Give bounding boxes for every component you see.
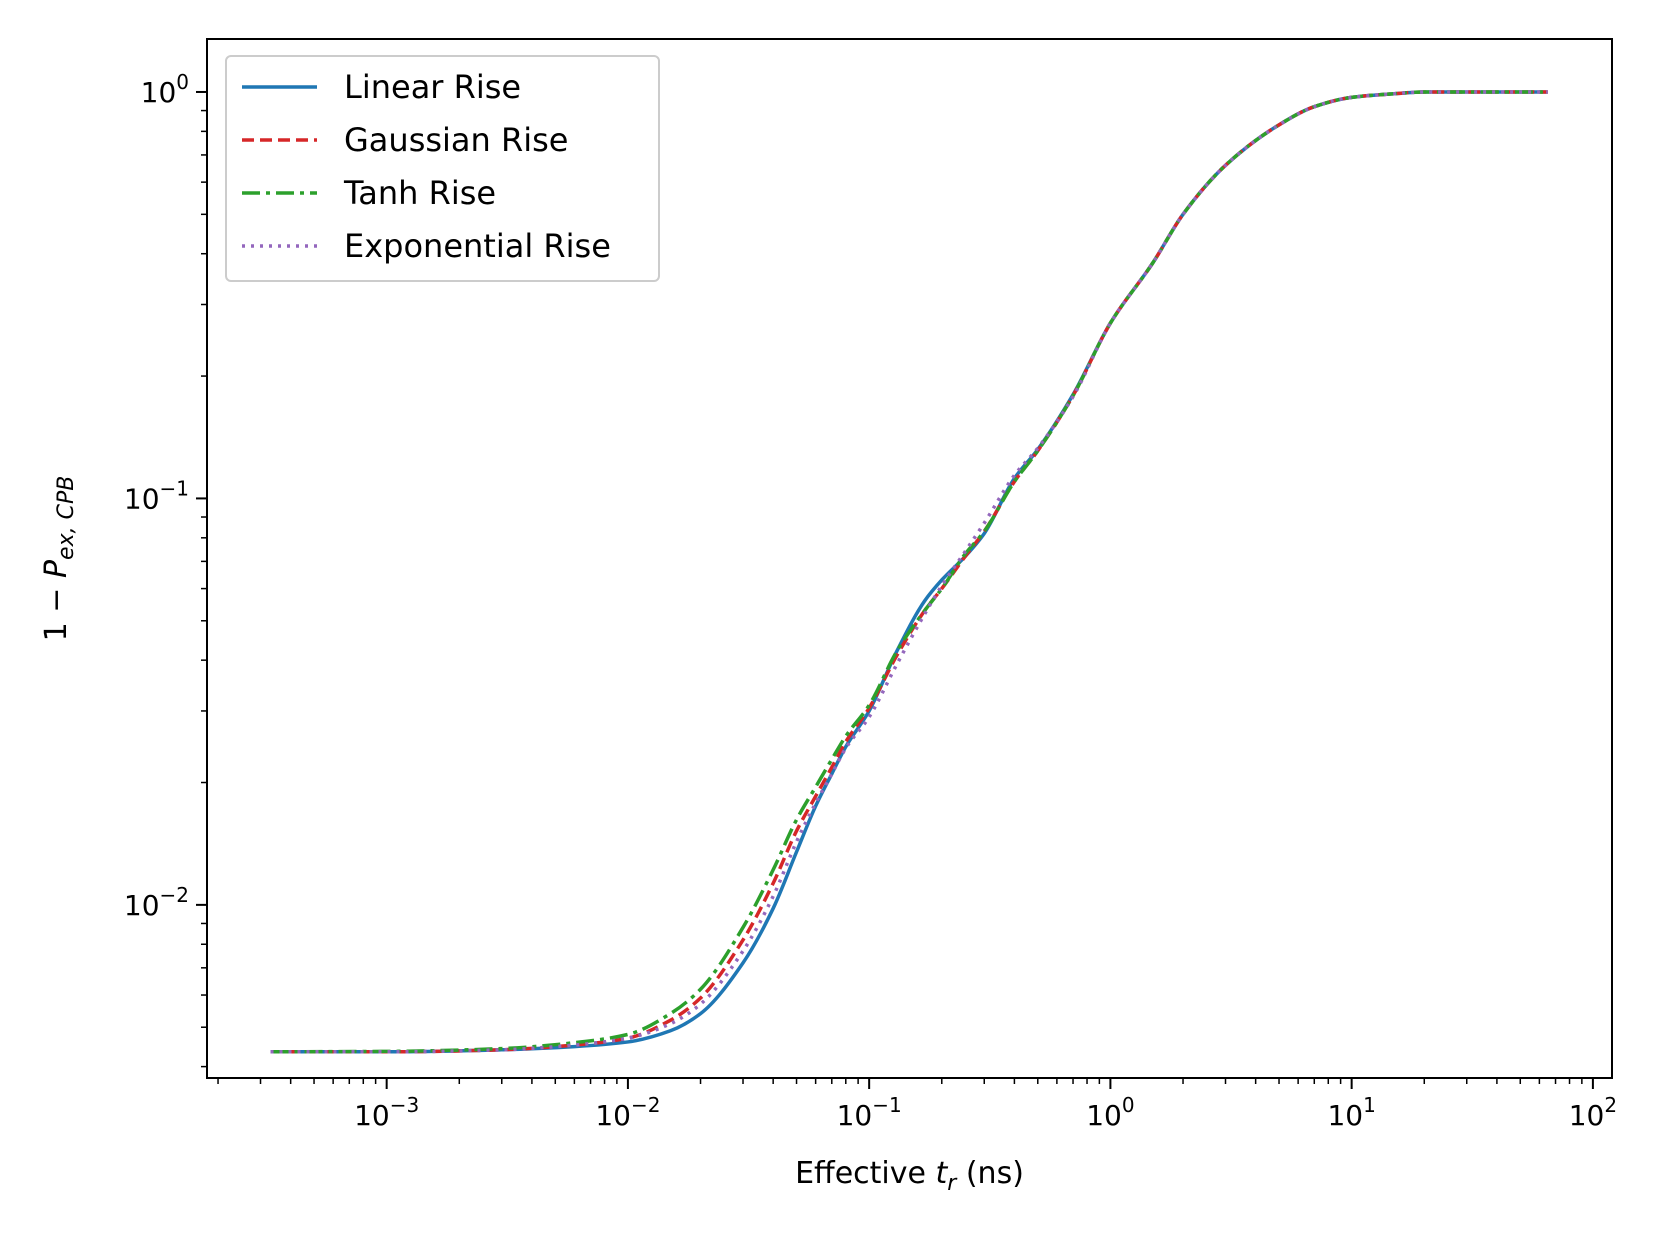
x-tick-label: 10−1 (837, 1093, 902, 1132)
y-tick-label: 10−2 (124, 883, 189, 922)
x-axis-label-var: t (936, 1156, 949, 1191)
legend-label: Linear Rise (344, 68, 521, 106)
y-tick-label: 100 (141, 70, 189, 109)
series-layer (270, 90, 1548, 1054)
y-axis-label-var: P (39, 559, 74, 578)
x-axis-label-suffix: (ns) (956, 1156, 1024, 1191)
x-tick-label: 100 (1086, 1093, 1134, 1132)
y-axis-label-sub: ex, CPB (54, 476, 79, 560)
y-axis-label-prefix: 1 − (39, 578, 74, 641)
x-tick-label: 101 (1327, 1093, 1375, 1132)
y-tick-label: 10−1 (124, 476, 189, 515)
legend: Linear Rise Gaussian Rise Tanh Rise Exponen… (225, 55, 660, 282)
major-ticks (196, 90, 1594, 1089)
legend-label: Tanh Rise (343, 174, 496, 212)
legend-label: Gaussian Rise (344, 121, 568, 159)
x-tick-label: 10−2 (595, 1093, 660, 1132)
tick-labels: 10−3 10−2 10−1 100 101 102 10−2 10−1 100 (124, 70, 1617, 1132)
x-axis-label: Effective tr (ns) (795, 1156, 1024, 1196)
y-axis-label: 1 − Pex, CPB (39, 476, 79, 642)
legend-box (225, 55, 660, 282)
legend-label: Exponential Rise (344, 227, 611, 265)
plot-frame (206, 38, 1613, 1079)
x-tick-label: 10−3 (354, 1093, 419, 1132)
x-axis-label-sub: r (947, 1171, 958, 1196)
x-tick-label: 102 (1569, 1093, 1617, 1132)
x-axis-label-prefix: Effective (795, 1156, 935, 1191)
series-line-exponential-rise (270, 90, 1548, 1054)
